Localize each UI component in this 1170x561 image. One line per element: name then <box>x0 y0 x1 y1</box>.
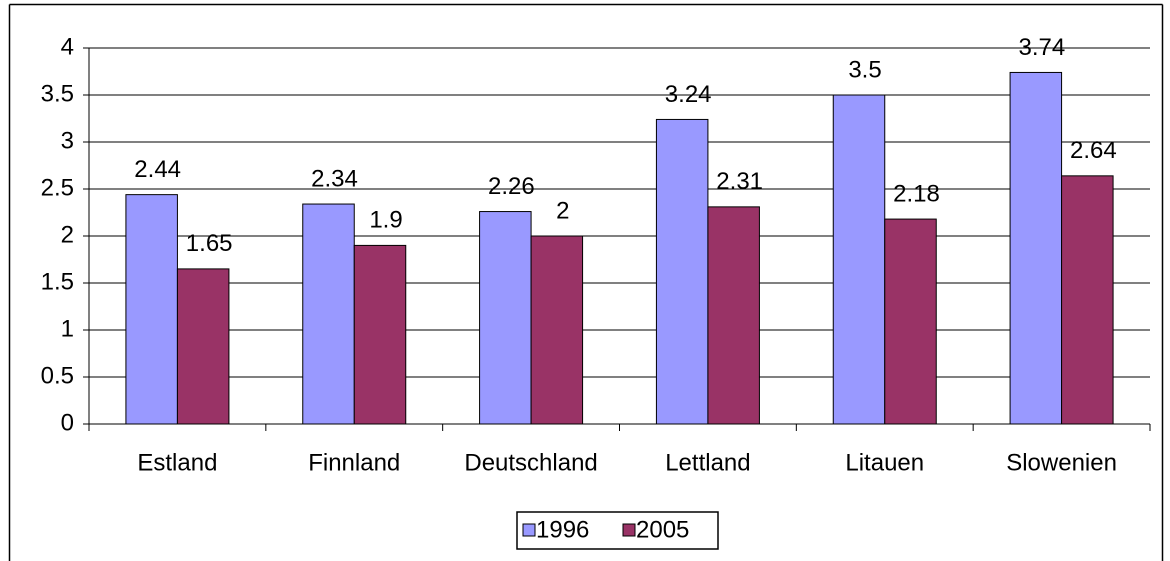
data-label: 2.31 <box>716 168 763 195</box>
bar <box>353 244 407 425</box>
bar <box>1009 71 1063 425</box>
bar <box>1061 175 1114 425</box>
y-tick-label: 3.5 <box>41 80 74 107</box>
data-label: 2 <box>556 197 569 224</box>
data-label: 2.44 <box>134 156 181 183</box>
data-label: 2.26 <box>488 173 535 200</box>
data-label: 3.24 <box>665 81 712 108</box>
legend-box <box>516 511 719 550</box>
x-tick-label: Deutschland <box>464 449 597 476</box>
y-tick-label: 1.5 <box>41 268 74 295</box>
bar <box>479 211 532 425</box>
legend-swatch <box>522 523 536 537</box>
bar <box>832 94 886 425</box>
x-tick-label: Estland <box>137 449 217 476</box>
bar <box>125 194 178 425</box>
legend-label: 1996 <box>536 516 589 543</box>
y-tick-label: 2 <box>61 221 74 248</box>
x-tick-label: Slowenien <box>1006 449 1117 476</box>
data-label: 2.64 <box>1070 137 1117 164</box>
y-tick-label: 3 <box>61 127 74 154</box>
y-tick-label: 0.5 <box>41 362 74 389</box>
data-label: 3.74 <box>1018 34 1065 61</box>
x-tick-label: Finnland <box>308 449 400 476</box>
bar <box>884 218 937 425</box>
y-tick-label: 0 <box>61 409 74 436</box>
data-label: 3.5 <box>848 56 881 83</box>
bar <box>655 118 709 425</box>
bar <box>530 235 584 425</box>
x-tick-label: Lettland <box>665 449 750 476</box>
legend-swatch <box>622 523 636 537</box>
y-tick-label: 2.5 <box>41 174 74 201</box>
bar <box>176 268 230 425</box>
data-label: 2.34 <box>311 165 358 192</box>
bar <box>707 206 760 425</box>
chart-border <box>8 3 1164 561</box>
data-label: 2.18 <box>893 180 940 207</box>
bar <box>302 203 355 425</box>
y-tick-label: 1 <box>61 315 74 342</box>
data-label: 1.65 <box>186 230 233 257</box>
data-label: 1.9 <box>369 207 402 234</box>
y-tick-label: 4 <box>61 33 74 60</box>
x-tick-label: Litauen <box>845 449 924 476</box>
legend-label: 2005 <box>636 516 689 543</box>
